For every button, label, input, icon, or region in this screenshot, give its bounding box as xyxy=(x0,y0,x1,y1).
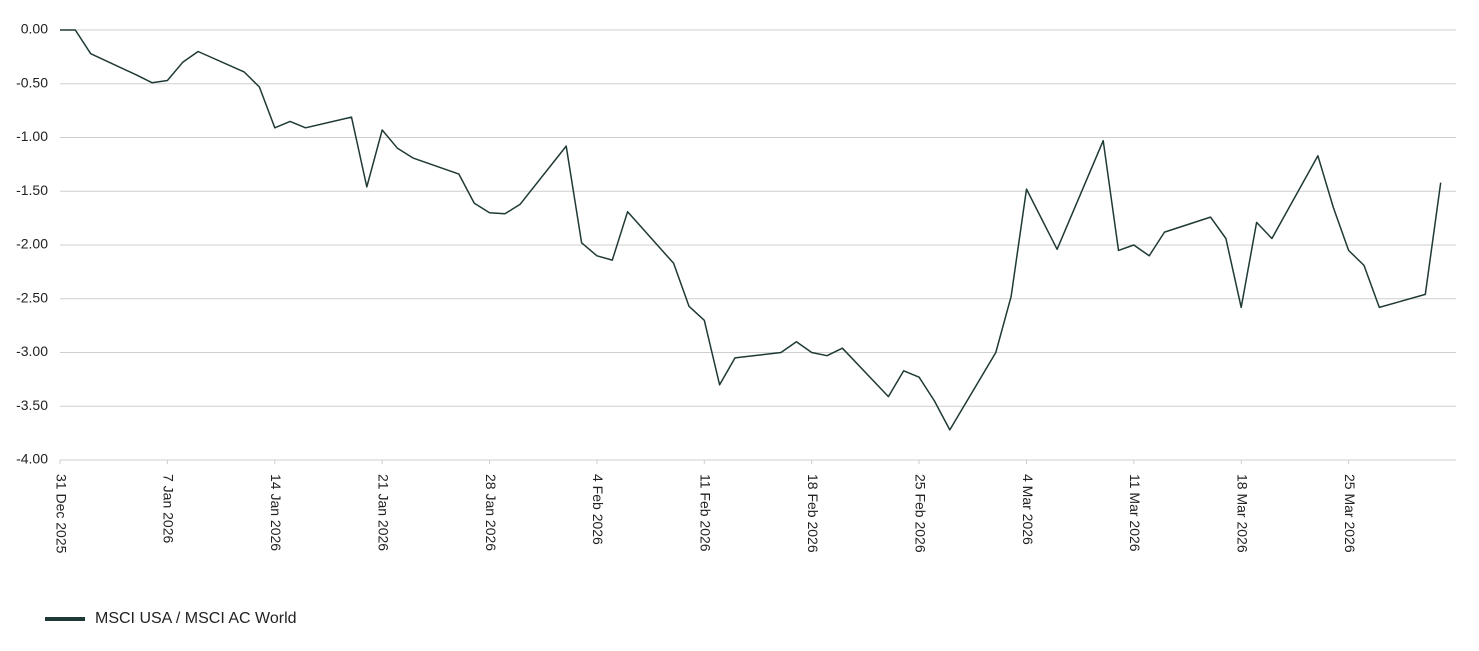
y-tick-label: -1.50 xyxy=(16,182,48,198)
x-tick-label: 18 Mar 2026 xyxy=(1235,474,1251,553)
x-tick-label: 4 Mar 2026 xyxy=(1020,474,1036,545)
y-tick-label: -2.00 xyxy=(16,236,48,252)
y-tick-label: -3.00 xyxy=(16,343,48,359)
y-tick-label: -1.00 xyxy=(16,128,48,144)
y-tick-label: -2.50 xyxy=(16,289,48,305)
x-tick-label: 14 Jan 2026 xyxy=(268,474,284,551)
x-tick-label: 31 Dec 2025 xyxy=(53,474,69,554)
y-tick-label: 0.00 xyxy=(21,21,48,37)
x-tick-label: 28 Jan 2026 xyxy=(483,474,499,551)
x-tick-label: 4 Feb 2026 xyxy=(590,474,606,545)
legend-label: MSCI USA / MSCI AC World xyxy=(95,610,297,627)
x-tick-label: 21 Jan 2026 xyxy=(375,474,391,551)
y-tick-label: -0.50 xyxy=(16,74,48,90)
y-tick-label: -3.50 xyxy=(16,397,48,413)
line-series xyxy=(60,29,1442,431)
x-tick-label: 18 Feb 2026 xyxy=(805,474,821,553)
x-tick-label: 25 Mar 2026 xyxy=(1342,474,1358,553)
x-tick-label: 25 Feb 2026 xyxy=(912,474,928,553)
x-tick-label: 11 Feb 2026 xyxy=(698,474,714,552)
y-tick-label: -4.00 xyxy=(16,451,48,467)
x-tick-label: 7 Jan 2026 xyxy=(161,474,177,543)
x-tick-label: 11 Mar 2026 xyxy=(1127,474,1143,552)
